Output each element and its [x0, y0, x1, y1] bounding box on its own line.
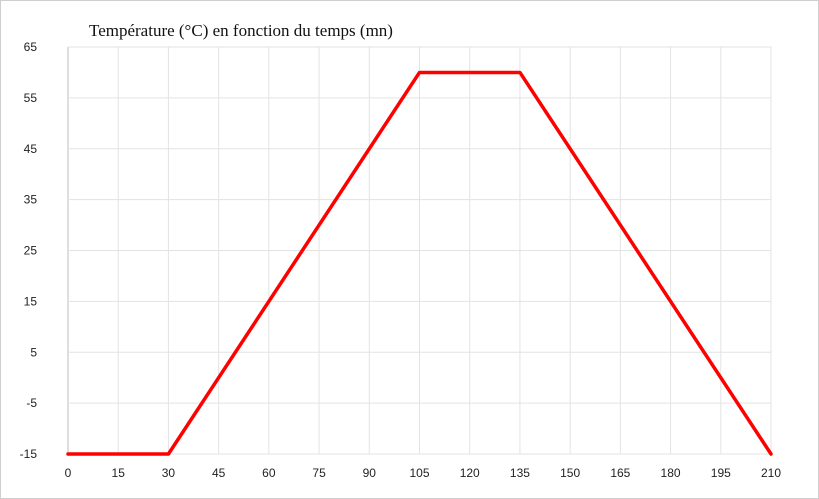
x-tick-label: 60: [262, 466, 276, 480]
chart-title: Température (°C) en fonction du temps (m…: [89, 21, 393, 40]
x-tick-label: 0: [65, 466, 72, 480]
x-tick-label: 135: [510, 466, 530, 480]
x-tick-label: 180: [661, 466, 681, 480]
y-tick-label: -15: [20, 447, 38, 461]
y-tick-label: 65: [24, 40, 38, 54]
x-tick-label: 165: [610, 466, 630, 480]
y-tick-label: 15: [24, 294, 38, 308]
x-tick-label: 30: [162, 466, 176, 480]
x-tick-label: 45: [212, 466, 226, 480]
y-tick-label: 45: [24, 142, 38, 156]
x-tick-label: 210: [761, 466, 781, 480]
grid-layer: [67, 46, 772, 455]
x-tick-label: 120: [460, 466, 480, 480]
series-line-0: [66, 70, 773, 456]
y-tick-label: -5: [26, 396, 37, 410]
x-tick-label: 15: [112, 466, 126, 480]
x-tick-label: 90: [363, 466, 377, 480]
tick-labels: 0 15 30 45 60 75 90 105 120 135 150 165 180 195 210 -15…: [20, 40, 782, 480]
x-tick-label: 75: [312, 466, 326, 480]
x-tick-label: 105: [409, 466, 429, 480]
y-tick-label: 5: [30, 345, 37, 359]
y-tick-label: 25: [24, 244, 38, 258]
y-tick-label: 55: [24, 91, 38, 105]
y-tick-label: 35: [24, 193, 38, 207]
x-tick-label: 195: [711, 466, 731, 480]
series-layer: [66, 70, 773, 456]
x-tick-label: 150: [560, 466, 580, 480]
